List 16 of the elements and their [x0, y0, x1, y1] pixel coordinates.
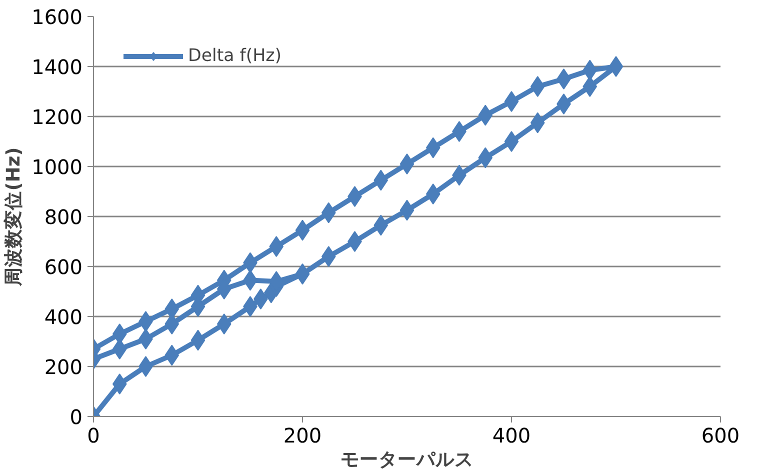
y-axis-title: 周波数変位(Hz) [2, 147, 25, 287]
legend-label: Delta f(Hz) [188, 46, 282, 66]
x-tick-label: 200 [283, 424, 322, 448]
y-tick-label: 800 [44, 205, 83, 229]
y-tick-label: 1000 [32, 155, 83, 179]
x-tick-label: 600 [701, 424, 740, 448]
y-tick-label: 1400 [32, 55, 83, 79]
x-tick-label: 0 [87, 424, 100, 448]
x-tick-label: 400 [492, 424, 531, 448]
y-tick-label: 1600 [32, 5, 83, 29]
x-axis-title: モーターパルス [340, 450, 474, 470]
y-tick-label: 1200 [32, 105, 83, 129]
y-tick-label: 600 [44, 255, 83, 279]
y-tick-label: 0 [70, 405, 83, 429]
y-tick-label: 400 [44, 305, 83, 329]
y-tick-label: 200 [44, 355, 83, 379]
